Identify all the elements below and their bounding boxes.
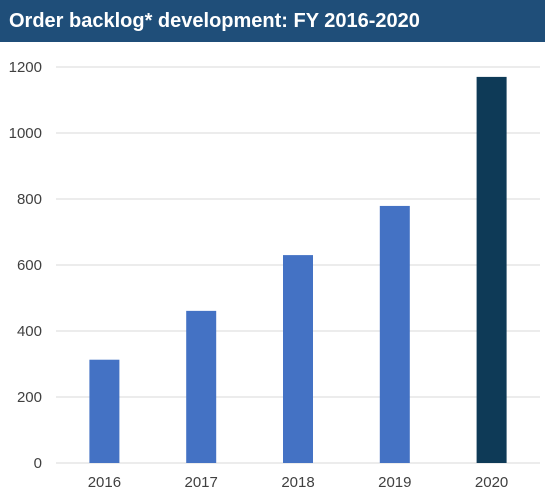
y-axis-ticks: 0 200 400 600 800 1000 1200 [9,59,42,472]
x-axis-ticks: 2016 2017 2018 2019 2020 [88,474,509,491]
x-tick-label: 2020 [475,474,508,491]
x-tick-label: 2018 [281,474,314,491]
y-tick-label: 600 [17,257,42,274]
bar-2019 [379,205,410,463]
y-tick-label: 400 [17,323,42,340]
bar-2020 [476,76,507,464]
chart-title: Order backlog* development: FY 2016-2020 [0,0,545,42]
x-tick-label: 2016 [88,474,121,491]
bar-2017 [186,310,217,463]
bars [89,76,507,464]
y-tick-label: 0 [34,455,42,472]
bar-2018 [283,255,313,463]
x-tick-label: 2017 [185,474,218,491]
y-tick-label: 1000 [9,125,42,142]
y-tick-label: 800 [17,191,42,208]
y-tick-label: 200 [17,389,42,406]
y-tick-label: 1200 [9,59,42,76]
x-tick-label: 2019 [378,474,411,491]
bar-2016 [89,359,120,463]
